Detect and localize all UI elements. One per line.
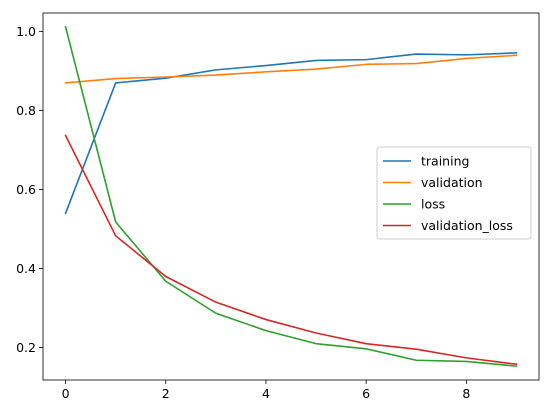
plot-frame — [42, 12, 540, 381]
series-line-validation — [64, 54, 518, 84]
x-tick-label: 2 — [162, 386, 170, 401]
legend: training validation loss validation_loss — [376, 146, 532, 240]
series-lines — [64, 25, 518, 368]
x-tick-label: 0 — [62, 386, 70, 401]
y-tick-label: 0.2 — [16, 340, 36, 355]
y-axis: 0.2 0.4 0.6 0.8 1.0 — [16, 24, 43, 355]
legend-box — [376, 146, 532, 240]
x-tick-label: 8 — [462, 386, 470, 401]
y-tick-label: 0.4 — [16, 261, 36, 276]
x-tick-label: 6 — [362, 386, 370, 401]
series-line-validation-loss — [64, 134, 518, 366]
legend-label-validation-loss: validation_loss — [421, 218, 513, 233]
legend-label-validation: validation — [421, 175, 483, 190]
y-tick-label: 0.8 — [16, 103, 36, 118]
x-tick-label: 4 — [262, 386, 270, 401]
series-line-loss — [64, 25, 518, 368]
series-line-training — [64, 52, 518, 215]
x-axis: 0 2 4 6 8 — [62, 380, 470, 401]
y-tick-label: 0.6 — [16, 182, 36, 197]
y-tick-label: 1.0 — [16, 24, 36, 39]
legend-label-training: training — [421, 154, 469, 169]
legend-label-loss: loss — [421, 197, 445, 212]
